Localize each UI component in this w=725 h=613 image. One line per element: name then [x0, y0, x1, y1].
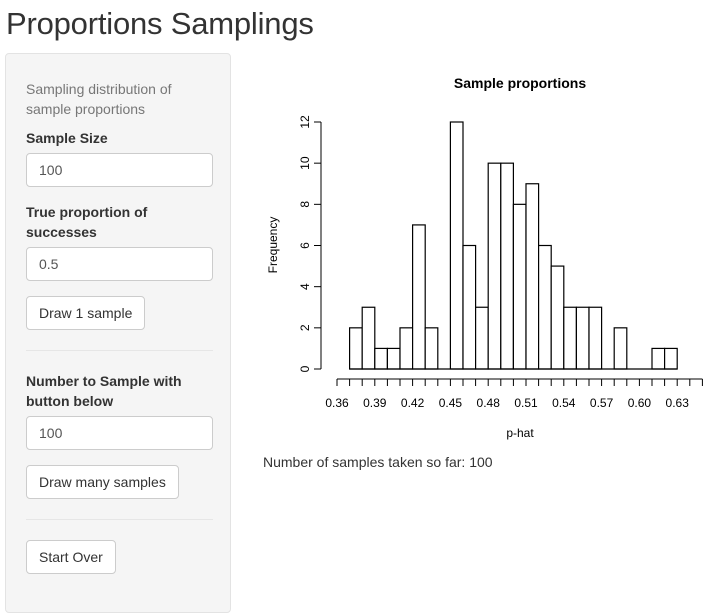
histogram-bar — [664, 347, 678, 370]
svg-text:0.54: 0.54 — [552, 396, 576, 410]
y-axis: 0 2 4 6 8 10 12 — [298, 115, 322, 372]
histogram-bar — [651, 347, 666, 370]
start-over-button[interactable]: Start Over — [26, 540, 116, 574]
y-axis-label: Frequency — [266, 217, 280, 274]
histogram-bar — [399, 327, 414, 370]
svg-text:0: 0 — [298, 365, 312, 372]
histogram-bars — [348, 121, 678, 370]
svg-text:0.57: 0.57 — [590, 396, 614, 410]
histogram-bar — [613, 327, 628, 370]
svg-text:0.51: 0.51 — [514, 396, 538, 410]
svg-text:0.63: 0.63 — [666, 396, 690, 410]
histogram-bar — [475, 306, 489, 370]
svg-text:0.45: 0.45 — [439, 396, 463, 410]
histogram-bar — [412, 224, 426, 370]
svg-text:0.39: 0.39 — [363, 396, 387, 410]
divider — [26, 350, 213, 351]
svg-text:6: 6 — [298, 242, 312, 249]
svg-text:8: 8 — [298, 201, 312, 208]
divider — [26, 519, 213, 520]
draw-one-sample-button[interactable]: Draw 1 sample — [26, 296, 146, 330]
svg-text:0.36: 0.36 — [325, 396, 349, 410]
svg-text:12: 12 — [298, 115, 312, 129]
number-to-sample-label: Number to Sample with button below — [26, 373, 182, 409]
true-proportion-input[interactable] — [26, 247, 213, 281]
sample-size-input[interactable] — [26, 153, 213, 187]
histogram-bar — [500, 162, 515, 370]
sidebar-description: Sampling distribution of sample proporti… — [26, 81, 172, 117]
true-proportion-label: True proportion of successes — [26, 204, 148, 240]
sidebar-panel: Sampling distribution of sample proporti… — [5, 53, 231, 613]
histogram-bar — [487, 162, 502, 370]
svg-text:0.48: 0.48 — [477, 396, 501, 410]
histogram-bar — [575, 306, 590, 370]
histogram-bar — [386, 347, 401, 370]
chart-title: Sample proportions — [454, 75, 586, 91]
x-axis-label: p-hat — [506, 426, 534, 440]
svg-text:4: 4 — [298, 283, 312, 290]
number-to-sample-input[interactable] — [26, 416, 213, 450]
histogram-chart: Sample proportions 0 2 4 6 8 10 12 0.36 0.39 0.4… — [266, 75, 703, 440]
histogram-bar — [462, 244, 477, 370]
histogram-bar — [588, 306, 603, 370]
histogram-bar — [449, 121, 464, 370]
histogram-bar — [538, 244, 552, 370]
sample-size-label: Sample Size — [26, 130, 108, 146]
page-title: Proportions Samplings — [6, 6, 314, 41]
samples-count-status: Number of samples taken so far: 100 — [263, 454, 493, 470]
histogram-bar — [512, 203, 527, 370]
svg-text:10: 10 — [298, 156, 312, 170]
histogram-bar — [525, 183, 540, 370]
histogram-bar — [424, 327, 439, 370]
svg-text:0.42: 0.42 — [401, 396, 425, 410]
histogram-bar — [374, 347, 389, 370]
svg-text:2: 2 — [298, 324, 312, 331]
x-axis: 0.36 0.39 0.42 0.45 0.48 0.51 0.54 0.57 0.60 0.63 — [325, 378, 703, 410]
histogram-bar — [361, 306, 376, 370]
svg-text:0.60: 0.60 — [628, 396, 652, 410]
histogram-bar — [550, 265, 565, 370]
histogram-bar — [348, 327, 363, 370]
histogram-bar — [563, 306, 577, 370]
draw-many-samples-button[interactable]: Draw many samples — [26, 465, 179, 499]
